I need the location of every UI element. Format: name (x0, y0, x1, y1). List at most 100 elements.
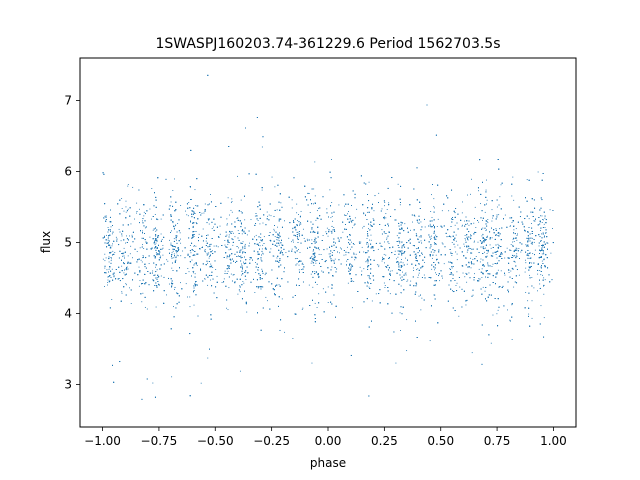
data-point (106, 269, 108, 271)
data-point (217, 246, 219, 248)
data-point (386, 209, 388, 210)
data-point (193, 245, 195, 247)
data-point (543, 236, 545, 238)
data-point (273, 255, 275, 257)
data-point (130, 303, 132, 304)
data-point (196, 264, 198, 266)
data-point (320, 254, 322, 255)
data-point (516, 235, 518, 236)
data-point (299, 224, 300, 226)
data-point (226, 257, 228, 259)
scatter-points (102, 74, 554, 400)
data-point (435, 254, 437, 256)
data-point (322, 235, 324, 236)
data-point (148, 263, 150, 265)
data-point (313, 271, 315, 273)
data-point (155, 230, 157, 232)
data-point (257, 269, 259, 270)
data-point (510, 244, 512, 246)
data-point (143, 211, 145, 213)
data-point (331, 215, 333, 217)
data-point (192, 236, 194, 238)
data-point (424, 261, 426, 263)
data-point (531, 277, 533, 278)
data-point (242, 248, 244, 250)
data-point (327, 286, 329, 288)
data-point (366, 211, 368, 213)
data-point (350, 241, 352, 243)
data-point (125, 242, 126, 244)
data-point (187, 215, 189, 217)
data-point (190, 252, 192, 254)
data-point (538, 245, 540, 247)
data-point (329, 253, 331, 255)
data-point (193, 235, 195, 237)
data-point (239, 291, 241, 293)
data-point (280, 202, 282, 204)
data-point (281, 250, 282, 252)
data-point (311, 239, 313, 241)
data-point (468, 262, 470, 264)
data-point (326, 208, 328, 210)
data-point (102, 258, 104, 260)
data-point (512, 244, 514, 246)
data-point (126, 284, 127, 286)
data-point (228, 234, 230, 236)
data-point (243, 261, 244, 263)
data-point (544, 217, 546, 219)
data-point (259, 223, 261, 225)
data-point (256, 258, 258, 260)
data-point (210, 194, 211, 195)
data-point (315, 260, 317, 262)
data-point (457, 244, 459, 246)
data-point (527, 300, 529, 302)
data-point (464, 238, 466, 239)
data-point (405, 257, 407, 259)
data-point (490, 247, 492, 249)
data-point (316, 210, 318, 212)
data-point (489, 244, 491, 246)
data-point (510, 225, 512, 227)
data-point (291, 241, 293, 243)
data-point (186, 214, 188, 216)
data-point (413, 270, 415, 271)
data-point (300, 210, 302, 212)
data-point (543, 223, 545, 225)
data-point (173, 253, 175, 255)
data-point (216, 275, 218, 277)
data-point (207, 253, 209, 255)
data-point (314, 195, 316, 197)
data-point (542, 274, 543, 276)
data-point (463, 243, 465, 245)
data-point (223, 278, 225, 280)
data-point (250, 219, 252, 221)
data-point (261, 248, 263, 250)
data-point (180, 282, 181, 284)
data-point (180, 242, 182, 244)
data-point (160, 275, 162, 277)
data-point (433, 207, 435, 209)
data-point (266, 211, 268, 213)
data-point (541, 240, 542, 242)
data-point (302, 307, 304, 309)
data-point (156, 235, 158, 237)
data-point (405, 272, 407, 274)
data-point (142, 230, 143, 232)
data-point (518, 248, 520, 249)
data-point (348, 239, 350, 241)
data-point (348, 211, 349, 212)
data-point (246, 311, 248, 313)
data-point (284, 220, 285, 222)
data-point (378, 192, 380, 194)
data-point (330, 230, 332, 232)
data-point (481, 235, 483, 237)
data-point (176, 254, 178, 256)
data-point (317, 273, 319, 275)
data-point (498, 214, 500, 216)
data-point (311, 362, 313, 364)
data-point (543, 285, 544, 287)
data-point (474, 240, 475, 242)
data-point (111, 299, 113, 300)
data-point (122, 255, 123, 257)
data-point (451, 267, 453, 269)
